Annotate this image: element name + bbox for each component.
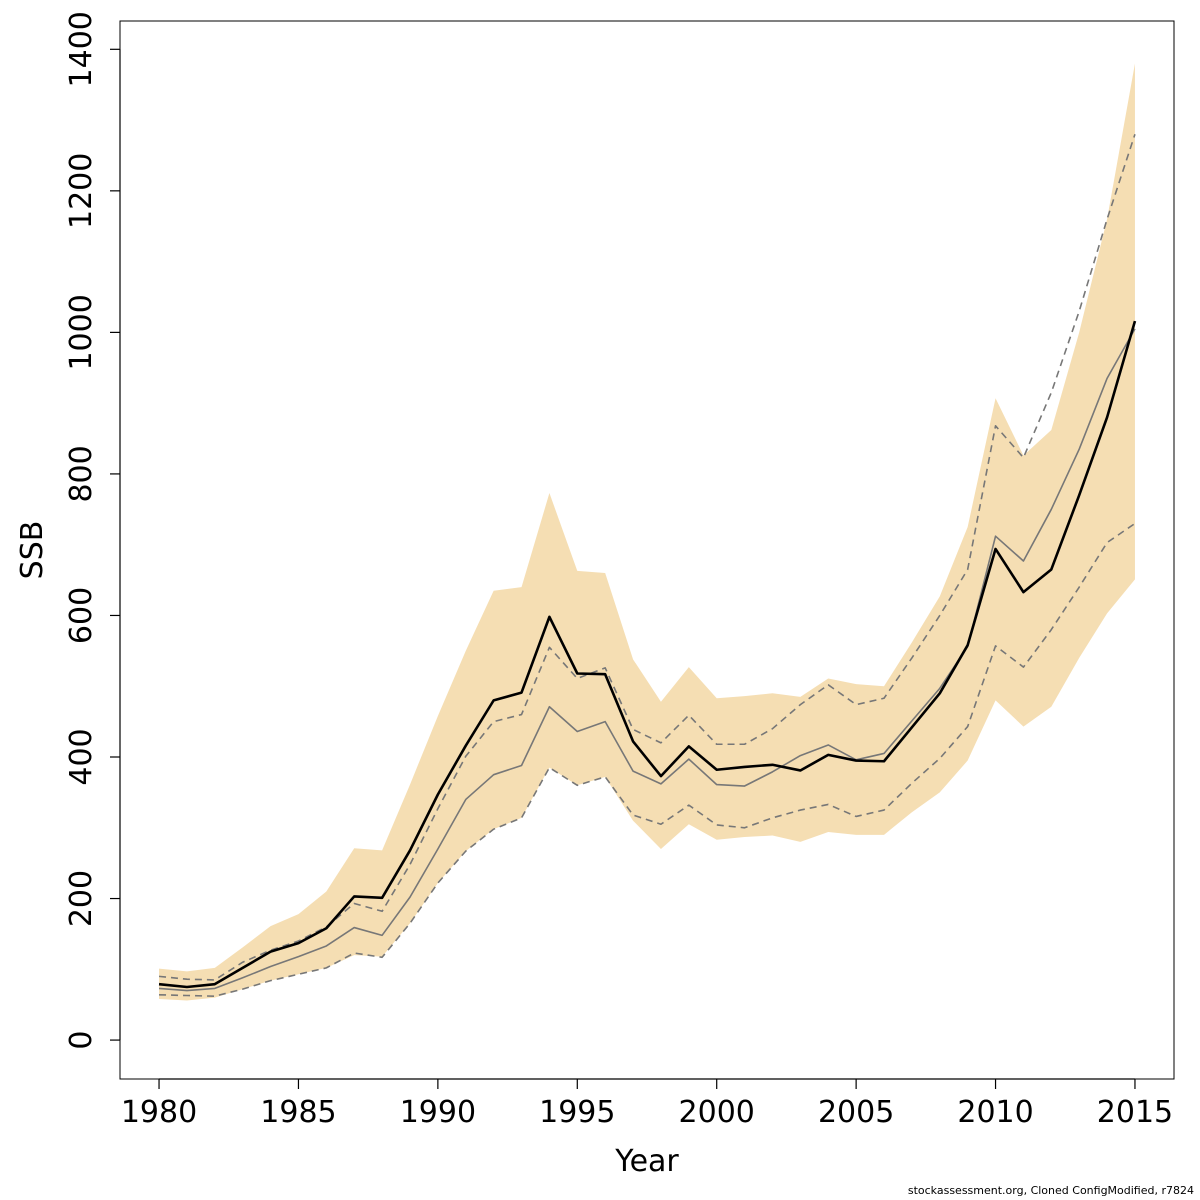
y-tick-label: 600 <box>64 587 99 644</box>
y-tick-label: 400 <box>64 728 99 785</box>
ssb-estimate-line <box>158 320 1137 989</box>
x-tick-label: 2000 <box>679 1095 755 1130</box>
x-axis-title: Year <box>614 1144 679 1179</box>
comparison-lower-dashed-line <box>159 522 1136 998</box>
x-tick-label: 2015 <box>1097 1095 1173 1130</box>
series-layer <box>158 133 1137 998</box>
x-tick-label: 1995 <box>539 1095 615 1130</box>
y-tick-label: 1400 <box>64 11 99 87</box>
y-tick-label: 1200 <box>64 153 99 229</box>
y-tick-label: 200 <box>64 870 99 927</box>
y-tick-label: 0 <box>64 1031 99 1050</box>
x-tick-label: 1980 <box>121 1095 197 1130</box>
comparison-upper-dashed-line <box>158 133 1136 981</box>
x-tick-label: 2010 <box>957 1095 1033 1130</box>
y-axis: 0 200 400 600 800 1000 1200 1400 <box>64 11 121 1050</box>
x-axis: 1980 1985 1990 1995 2000 2005 2010 2015 <box>121 1078 1173 1130</box>
y-tick-label: 1000 <box>64 294 99 370</box>
y-tick-label: 800 <box>64 445 99 502</box>
x-tick-label: 1990 <box>400 1095 476 1130</box>
confidence-band <box>159 63 1135 1001</box>
x-tick-label: 2005 <box>818 1095 894 1130</box>
footnote: stockassessment.org, Cloned ConfigModifi… <box>907 1184 1194 1197</box>
y-axis-title: SSB <box>15 521 50 580</box>
x-tick-label: 1985 <box>260 1095 336 1130</box>
